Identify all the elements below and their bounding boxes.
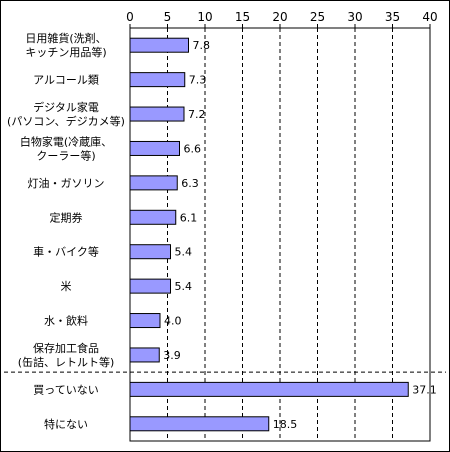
category-label-line: 米 [61, 280, 72, 293]
x-tick-label: 30 [347, 10, 362, 24]
bar [129, 175, 178, 191]
category-label-line: 日用雑貨(洗剤、 [25, 31, 106, 45]
category-label-line: (缶詰、レトルト等) [18, 355, 115, 369]
category-label-line: 買っていない [33, 383, 98, 396]
value-labels: 7.8 7.3 7.2 6.6 6.3 6.1 5.4 5.4 4.0 3.9 37.1 18.5 [163, 39, 437, 431]
category-label: 買っていない [33, 383, 98, 396]
category-label: 米 [61, 280, 72, 293]
category-label: アルコール類 [33, 74, 99, 87]
data-label: 6.1 [180, 211, 198, 224]
category-label: 水・飲料 [44, 314, 88, 328]
bar [129, 244, 171, 260]
data-label: 5.4 [175, 246, 193, 259]
x-tick-label: 5 [164, 10, 172, 24]
category-label-line: 水・飲料 [44, 314, 88, 328]
data-label: 4.0 [164, 315, 182, 328]
bar [129, 347, 160, 363]
x-tick-label: 10 [197, 10, 212, 24]
category-label-line: 灯油・ガソリン [28, 176, 105, 190]
category-label-line: 保存加工食品 [33, 341, 99, 355]
bar [129, 278, 171, 294]
data-label: 6.6 [184, 142, 202, 155]
category-label: 定期券 [50, 210, 83, 224]
bar [129, 313, 161, 329]
x-tick-label: 15 [235, 10, 250, 24]
category-label: 白物家電(冷蔵庫、クーラー等) [20, 134, 112, 162]
category-label: 車・バイク等 [33, 245, 99, 259]
bar [129, 106, 185, 122]
data-label: 3.9 [163, 349, 181, 362]
x-axis-ticks: 0 5 10 15 20 25 30 35 40 [126, 10, 438, 28]
category-label: 特にない [44, 417, 88, 431]
category-label: 日用雑貨(洗剤、キッチン用品等) [25, 31, 106, 59]
x-tick-label: 0 [126, 10, 134, 24]
data-label: 7.2 [188, 108, 206, 121]
category-label-line: 白物家電(冷蔵庫、 [20, 134, 112, 148]
bar [129, 72, 186, 88]
category-label: 灯油・ガソリン [28, 176, 105, 190]
data-label: 7.8 [193, 39, 211, 52]
data-label: 6.3 [181, 177, 199, 190]
x-tick-label: 25 [310, 10, 325, 24]
data-label: 7.3 [189, 74, 207, 87]
category-label-line: 定期券 [50, 210, 83, 224]
category-label-line: (パソコン、デジカメ等) [7, 114, 125, 128]
x-tick-label: 40 [422, 10, 437, 24]
category-label: デジタル家電(パソコン、デジカメ等) [7, 100, 125, 128]
category-labels: 日用雑貨(洗剤、キッチン用品等)アルコール類デジタル家電(パソコン、デジカメ等)… [7, 31, 125, 431]
data-label: 18.5 [273, 418, 298, 431]
category-label-line: 特にない [44, 417, 88, 431]
data-label: 37.1 [412, 383, 437, 396]
data-label: 5.4 [175, 280, 193, 293]
category-label-line: デジタル家電 [33, 100, 99, 114]
bar [129, 416, 270, 432]
bar [129, 140, 180, 156]
category-label-line: クーラー等) [36, 148, 95, 162]
bar [129, 37, 189, 53]
x-tick-label: 35 [385, 10, 400, 24]
x-tick-label: 20 [272, 10, 287, 24]
bars [129, 37, 409, 432]
bar [129, 381, 409, 397]
category-label-line: キッチン用品等) [25, 45, 106, 59]
category-label-line: 車・バイク等 [33, 245, 99, 259]
category-label: 保存加工食品(缶詰、レトルト等) [18, 341, 115, 369]
category-label-line: アルコール類 [33, 74, 99, 87]
bar [129, 209, 177, 225]
plot-area-border [129, 27, 431, 442]
